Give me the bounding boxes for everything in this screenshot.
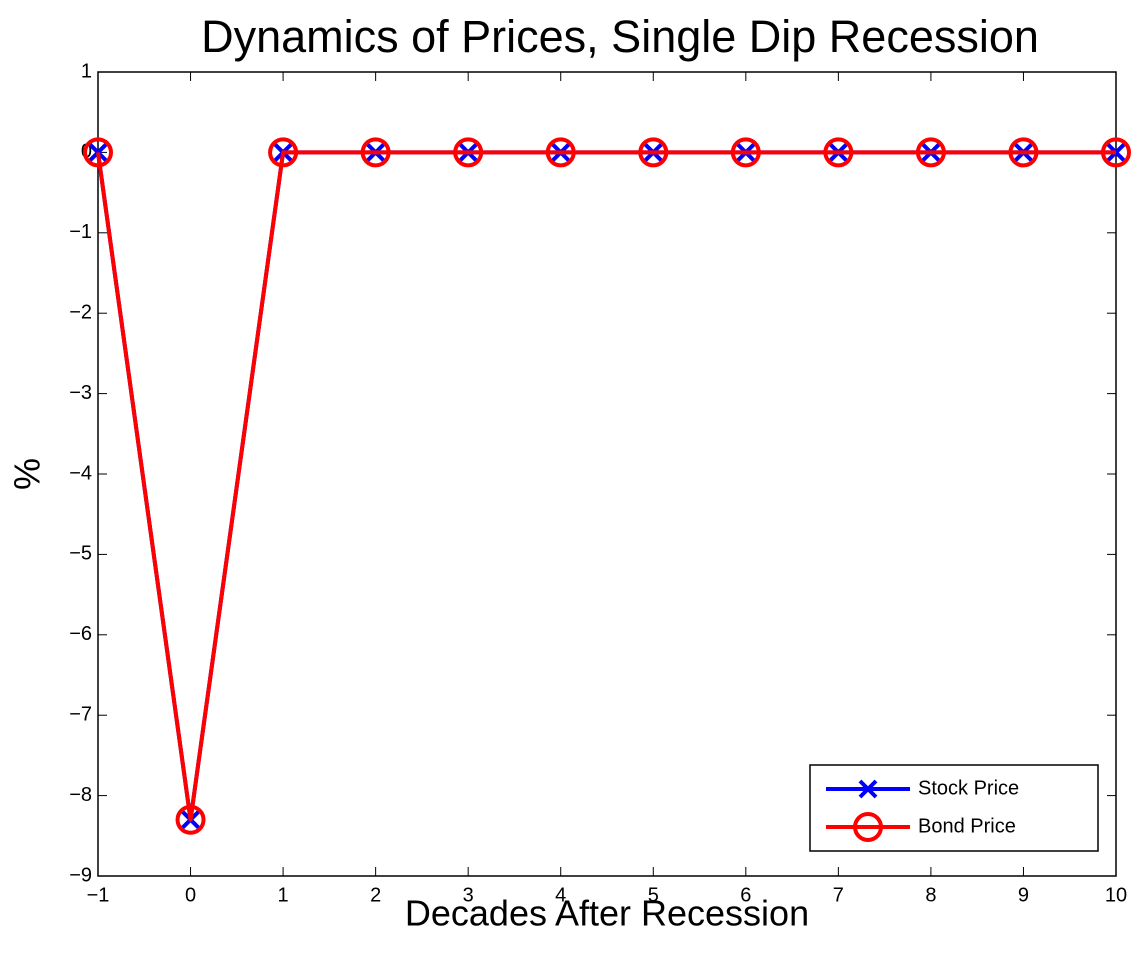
y-tick-label: −9	[69, 864, 92, 886]
marker	[1101, 137, 1131, 168]
x-tick-label: 1	[278, 884, 289, 906]
x-axis-label: Decades After Recession	[405, 893, 809, 934]
y-tick-label: −4	[69, 462, 92, 484]
legend-marker	[853, 812, 883, 842]
x-tick-label: 5	[648, 884, 659, 906]
x-tick-label: 10	[1105, 884, 1127, 906]
y-tick-label: −3	[69, 382, 92, 404]
x-tick-label: 3	[463, 884, 474, 906]
marker	[268, 137, 299, 168]
y-axis-label: %	[7, 458, 48, 490]
x-tick-label: 9	[1018, 884, 1029, 906]
legend-label: Stock Price	[918, 777, 1019, 799]
y-tick-label: −5	[69, 543, 92, 565]
y-tick-label: −8	[69, 784, 92, 806]
x-tick-label: 0	[185, 884, 196, 906]
series-line	[96, 150, 1116, 822]
y-tick-label: 1	[81, 60, 92, 82]
x-tick-label: 6	[740, 884, 751, 906]
marker	[915, 137, 946, 168]
marker	[638, 137, 669, 168]
marker	[1008, 137, 1039, 168]
marker	[823, 137, 854, 168]
y-tick-label: −6	[69, 623, 92, 645]
marker	[175, 804, 206, 835]
marker	[453, 137, 484, 168]
y-tick-label: −2	[69, 301, 92, 323]
x-tick-label: 2	[370, 884, 381, 906]
x-tick-label: 4	[555, 884, 566, 906]
legend-marker	[858, 779, 878, 799]
x-tick-label: 7	[833, 884, 844, 906]
marker	[545, 137, 576, 168]
marker	[360, 137, 391, 168]
marker	[83, 137, 113, 168]
y-tick-label: −1	[69, 221, 92, 243]
x-tick-label: 8	[925, 884, 936, 906]
x-tick-label: −1	[87, 884, 110, 906]
y-tick-label: −7	[69, 703, 92, 725]
legend-label: Bond Price	[918, 815, 1016, 837]
marker	[730, 137, 761, 168]
chart-title: Dynamics of Prices, Single Dip Recession	[201, 11, 1039, 62]
